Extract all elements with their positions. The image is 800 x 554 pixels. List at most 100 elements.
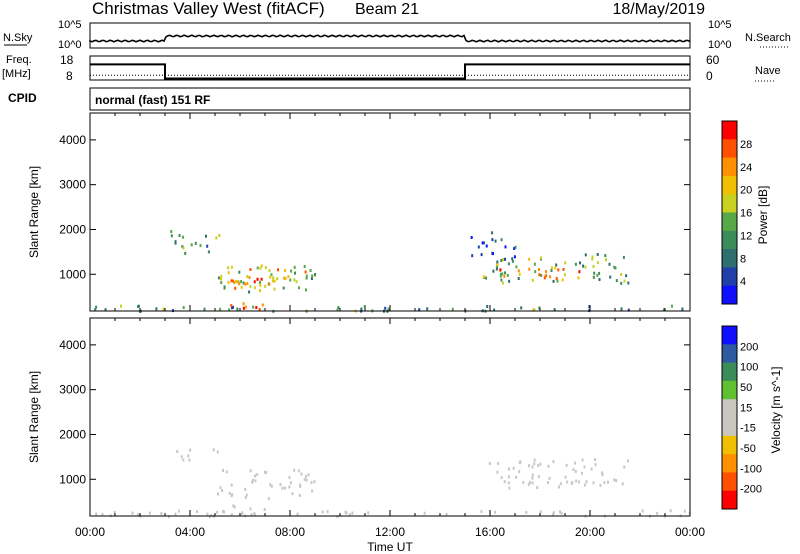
colorbar-tick-label: 4	[740, 276, 746, 288]
data-cell	[279, 483, 282, 486]
data-cell	[217, 276, 220, 280]
data-cell	[264, 284, 267, 288]
data-cell	[264, 266, 267, 270]
data-cell	[557, 268, 560, 272]
data-cell	[533, 262, 536, 266]
data-cell	[170, 234, 173, 238]
data-cell	[137, 513, 140, 517]
data-cell	[561, 278, 564, 282]
data-cell	[485, 244, 488, 248]
data-cell	[307, 473, 310, 477]
data-cell	[549, 275, 552, 279]
freq-unit-label: [MHz]	[2, 68, 31, 80]
data-cell	[451, 307, 454, 311]
data-cell	[283, 486, 286, 490]
data-cell	[260, 264, 263, 268]
colorbar-tick-label: -15	[740, 423, 756, 435]
data-cell	[503, 274, 506, 278]
data-cell	[305, 288, 307, 292]
data-cell	[230, 513, 233, 517]
data-cell	[596, 273, 599, 277]
data-cell	[227, 280, 230, 284]
data-cell	[242, 306, 245, 310]
data-cell	[137, 304, 140, 308]
power-x-ticks	[89, 113, 691, 311]
data-cell	[514, 245, 517, 249]
data-cell	[574, 262, 577, 266]
data-cell	[104, 308, 107, 312]
data-cell	[207, 250, 210, 254]
data-cell	[593, 271, 596, 275]
data-cell	[212, 448, 215, 452]
data-cell	[259, 283, 262, 287]
data-cell	[387, 307, 390, 311]
data-cell	[230, 304, 233, 308]
nsky-tick-top: 10^5	[58, 19, 82, 31]
data-cell	[547, 464, 550, 468]
velocity-panel: Slant Range [km] 1000 2000 3000 4000 200 100…	[27, 317, 783, 519]
data-cell	[574, 469, 577, 473]
colorbar-swatch	[722, 454, 737, 473]
data-cell	[94, 308, 97, 311]
data-cell	[196, 510, 199, 513]
data-cell	[220, 281, 223, 284]
data-cell	[507, 475, 510, 479]
colorbar-swatch	[722, 212, 737, 232]
data-cell	[259, 266, 262, 270]
freq-tick-top: 18	[60, 53, 74, 67]
data-cell	[531, 481, 534, 485]
data-cell	[267, 497, 270, 501]
data-cell	[244, 487, 247, 491]
data-cell	[588, 305, 591, 309]
data-cell	[531, 476, 534, 480]
data-cell	[550, 269, 553, 272]
data-cell	[613, 265, 616, 269]
data-cell	[298, 286, 300, 290]
velocity-colorbar: 200 100 50 15 -15 -50 -100 -200	[721, 325, 762, 510]
data-cell	[256, 266, 259, 270]
data-cell	[177, 509, 180, 513]
data-cell	[253, 286, 256, 290]
data-cell	[162, 307, 165, 311]
data-cell	[160, 512, 163, 516]
data-cell	[228, 491, 231, 495]
colorbar-swatch	[722, 194, 737, 213]
data-cell	[176, 450, 179, 453]
power-colorbar: 28 24 20 16 12 8 4	[721, 120, 752, 305]
data-cell	[538, 273, 541, 277]
data-cell	[272, 276, 275, 280]
data-cell	[613, 478, 616, 482]
data-cell	[298, 493, 301, 497]
data-cell	[271, 279, 274, 283]
data-cell	[248, 290, 251, 294]
data-cell	[559, 510, 561, 514]
data-cell	[305, 478, 308, 482]
data-cell	[488, 461, 491, 465]
y-tick-label: 1000	[59, 472, 86, 486]
data-cell	[303, 265, 306, 268]
data-cell	[313, 480, 316, 484]
data-cell	[556, 279, 559, 283]
data-cell	[559, 482, 562, 486]
data-cell	[240, 285, 243, 289]
data-cell	[608, 262, 611, 266]
data-cell	[223, 510, 225, 514]
data-cell	[289, 278, 292, 282]
colorbar-swatch	[722, 157, 737, 177]
time-tick-label: 00:00	[675, 525, 705, 539]
data-cell	[304, 270, 307, 274]
data-cell	[513, 255, 516, 259]
data-cell	[609, 275, 612, 279]
data-cell	[656, 511, 659, 515]
data-cell	[513, 247, 516, 250]
velocity-y-ticks: 1000 2000 3000 4000	[59, 338, 690, 486]
data-cell	[255, 306, 258, 309]
data-cell	[533, 308, 536, 312]
data-cell	[206, 244, 209, 248]
data-cell	[671, 304, 673, 308]
data-cell	[230, 265, 233, 269]
data-cell	[533, 462, 536, 466]
data-cell	[170, 230, 173, 233]
data-cell	[268, 282, 271, 286]
data-cell	[555, 263, 558, 267]
